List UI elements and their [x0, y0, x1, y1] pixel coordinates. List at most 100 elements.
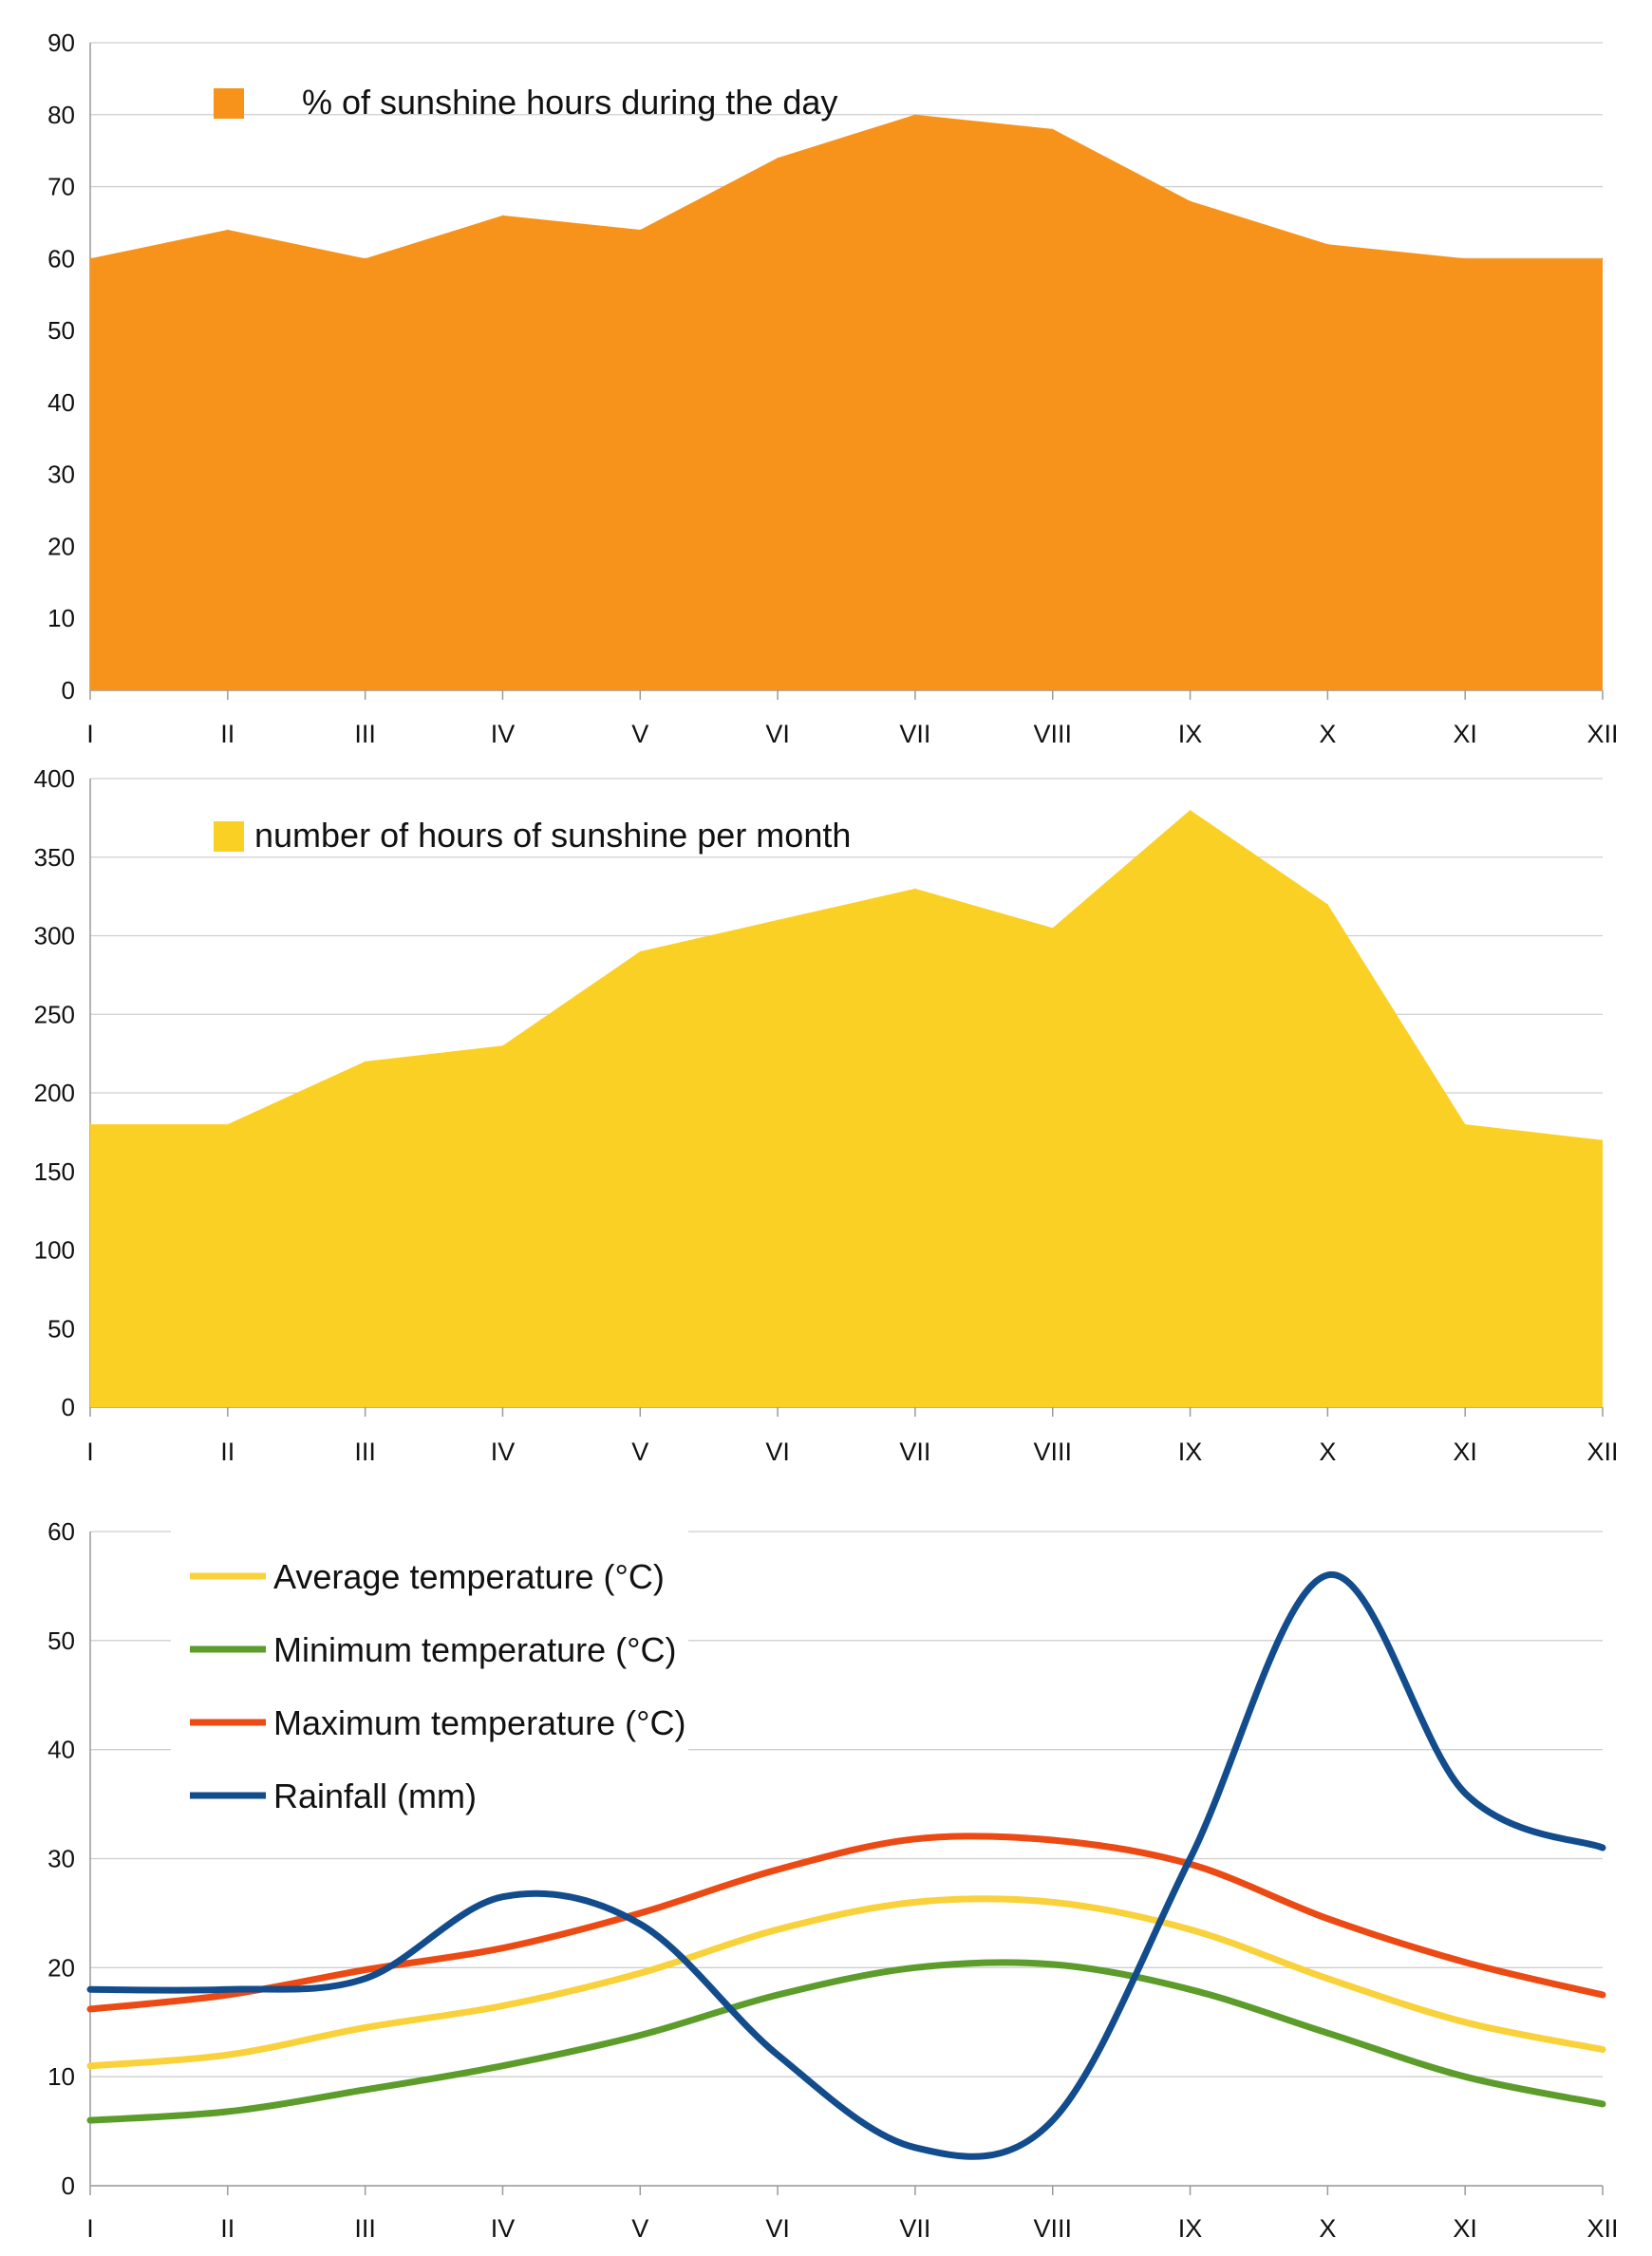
data-point-X [1326, 1978, 1328, 1980]
y-tick-label: 30 [47, 461, 75, 489]
data-point-XII [1602, 1847, 1604, 1849]
legend-swatch [214, 821, 244, 852]
data-point-V [639, 1972, 641, 1974]
data-point-VII [914, 888, 916, 890]
x-tick-label: IV [491, 2214, 516, 2243]
data-point-VI [777, 157, 779, 159]
data-point-II [227, 1988, 229, 1990]
y-tick-label: 90 [47, 28, 75, 57]
data-point-IV [501, 1044, 503, 1046]
data-point-III [365, 2026, 366, 2028]
data-point-III [365, 257, 366, 259]
data-point-VIII [1052, 1964, 1054, 1965]
x-tick-label: III [354, 2214, 376, 2243]
data-point-X [1326, 1574, 1328, 1576]
y-tick-label: 400 [34, 764, 75, 793]
legend-label: Average temperature (°C) [273, 1557, 665, 1596]
area-series [90, 810, 1603, 1407]
y-tick-label: 10 [47, 604, 75, 632]
y-tick-label: 0 [62, 1393, 75, 1421]
data-point-VIII [1052, 2119, 1054, 2121]
data-point-VI [777, 1869, 779, 1871]
x-tick-label: XII [1586, 1438, 1618, 1466]
y-tick-label: 300 [34, 922, 75, 950]
line-series-3 [86, 1833, 1606, 2013]
data-point-IX [1190, 1928, 1192, 1930]
legend-label: Rainfall (mm) [273, 1777, 477, 1815]
data-point-VII [914, 1966, 916, 1968]
data-point-IX [1190, 200, 1192, 202]
data-point-IV [501, 1947, 503, 1949]
y-tick-label: 40 [47, 388, 75, 417]
data-point-X [1326, 1918, 1328, 1920]
data-point-VIII [1052, 128, 1054, 130]
y-tick-label: 60 [47, 1517, 75, 1546]
data-point-VIII [1052, 1839, 1054, 1841]
x-tick-label: VI [765, 1438, 790, 1466]
data-point-V [639, 1923, 641, 1925]
data-point-II [227, 1994, 229, 1996]
y-tick-label: 70 [47, 173, 75, 201]
y-tick-label: 250 [34, 1000, 75, 1028]
legend-swatch [214, 88, 244, 119]
x-tick-label: XI [1453, 2214, 1477, 2243]
data-point-V [639, 1912, 641, 1914]
data-point-III [365, 2089, 366, 2091]
x-tick-label: III [354, 720, 376, 748]
data-point-IX [1190, 1858, 1192, 1859]
data-point-VI [777, 1994, 779, 1996]
x-tick-label: X [1319, 1438, 1336, 1466]
x-tick-label: XII [1586, 720, 1618, 748]
x-tick-label: X [1319, 720, 1336, 748]
y-tick-label: 30 [47, 1845, 75, 1873]
data-point-X [1326, 2032, 1328, 2034]
line-series-2 [86, 1959, 1606, 2124]
x-tick-label: VIII [1033, 720, 1072, 748]
legend-label: Maximum temperature (°C) [273, 1703, 685, 1742]
x-tick-label: II [220, 1438, 235, 1466]
y-tick-label: 150 [34, 1157, 75, 1186]
y-tick-label: 50 [47, 316, 75, 345]
x-tick-label: IX [1178, 720, 1203, 748]
data-point-XI [1464, 1962, 1466, 1964]
x-tick-label: VIII [1033, 2214, 1072, 2243]
data-point-VI [777, 1928, 779, 1930]
x-tick-label: VII [899, 1438, 930, 1466]
y-tick-label: 20 [47, 532, 75, 560]
data-point-IV [501, 215, 503, 216]
data-point-V [639, 229, 641, 231]
x-tick-label: V [631, 2214, 648, 2243]
data-point-I [89, 1123, 91, 1125]
y-tick-label: 350 [34, 843, 75, 872]
data-point-II [227, 1123, 229, 1125]
x-tick-label: XI [1453, 720, 1477, 748]
data-point-XI [1464, 257, 1466, 259]
x-tick-label: III [354, 1438, 376, 1466]
x-tick-label: X [1319, 2214, 1336, 2243]
x-tick-label: VII [899, 720, 930, 748]
area-series [90, 114, 1603, 691]
data-point-I [89, 1988, 91, 1990]
x-tick-label: VI [765, 720, 790, 748]
x-tick-label: II [220, 720, 235, 748]
data-point-XII [1602, 1994, 1604, 1996]
x-tick-label: V [631, 720, 648, 748]
line-series-1 [86, 1895, 1606, 2070]
data-point-II [227, 229, 229, 231]
data-point-VI [777, 2054, 779, 2056]
data-point-IV [501, 2005, 503, 2007]
x-tick-label: XII [1586, 2214, 1618, 2243]
x-tick-label: IV [491, 720, 516, 748]
y-tick-label: 20 [47, 1953, 75, 1982]
y-tick-label: 50 [47, 1314, 75, 1343]
data-point-II [227, 2054, 229, 2056]
x-tick-label: IX [1178, 1438, 1203, 1466]
x-tick-label: V [631, 1438, 648, 1466]
data-point-XII [1602, 257, 1604, 259]
x-tick-label: XI [1453, 1438, 1477, 1466]
data-point-XII [1602, 2048, 1604, 2050]
